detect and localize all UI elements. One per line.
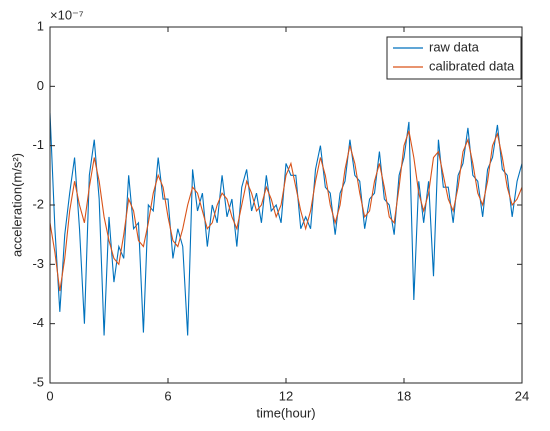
x-tick-label: 6: [164, 388, 171, 403]
x-tick-label: 12: [279, 388, 293, 403]
x-axis-label: time(hour): [256, 405, 315, 420]
y-tick-label: -3: [32, 256, 44, 271]
y-exponent: ×10⁻⁷: [50, 7, 84, 22]
y-tick-label: 0: [37, 78, 44, 93]
y-tick-label: 1: [37, 18, 44, 33]
x-tick-label: 0: [46, 388, 53, 403]
y-tick-label: -5: [32, 374, 44, 389]
y-tick-label: -4: [32, 315, 44, 330]
y-tick-label: -2: [32, 196, 44, 211]
data-line: [50, 113, 522, 336]
x-tick-label: 18: [397, 388, 411, 403]
data-line: [50, 130, 522, 292]
x-tick-label: 24: [515, 388, 529, 403]
y-axis-label: acceleration(m/s²): [9, 153, 24, 257]
legend-box: [386, 36, 522, 80]
legend-label: raw data: [429, 39, 480, 54]
y-tick-label: -1: [32, 137, 44, 152]
legend-label: calibrated data: [429, 58, 515, 73]
